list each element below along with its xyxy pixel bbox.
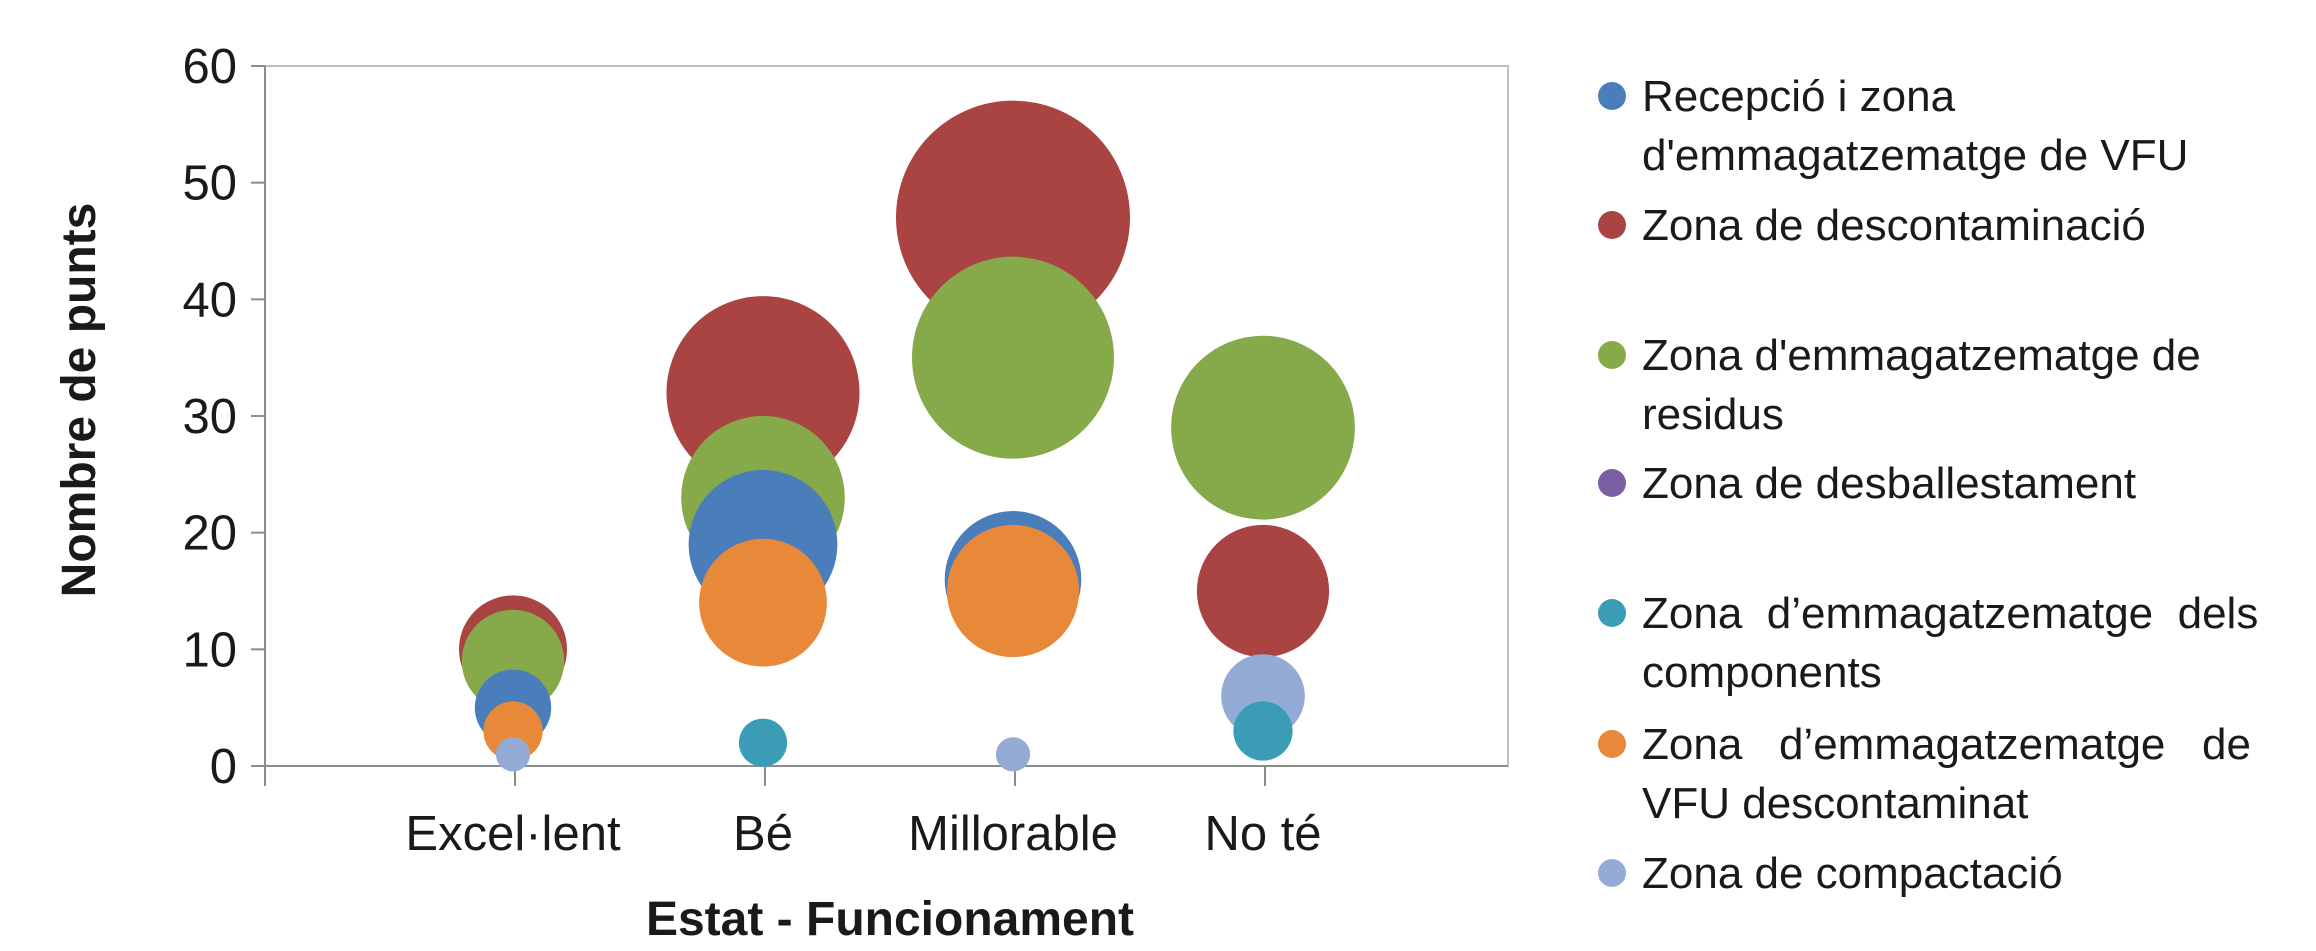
- legend-label: Zona de compactació: [1642, 849, 2063, 898]
- x-tick-label: No té: [1204, 807, 1321, 861]
- bubble: [495, 737, 531, 772]
- legend-marker: [1598, 599, 1626, 627]
- legend-label: residus: [1642, 390, 1784, 439]
- x-tick-label: Bé: [733, 807, 793, 861]
- legend-marker: [1598, 82, 1626, 110]
- bubble: [699, 538, 827, 667]
- bubble: [1171, 335, 1355, 520]
- legend-label: Zona d’emmagatzematge de: [1642, 720, 2251, 769]
- bubble: [912, 256, 1114, 459]
- x-axis-title: Estat - Funcionament: [646, 893, 1134, 946]
- legend-label: Recepció i zona: [1642, 72, 1956, 121]
- legend-label: VFU descontaminat: [1642, 779, 2028, 828]
- bubble: [946, 524, 1080, 658]
- bubble: [1233, 701, 1293, 761]
- legend-label: Zona de descontaminació: [1642, 201, 2146, 250]
- legend-marker: [1598, 211, 1626, 239]
- x-tick-label: Millorable: [908, 807, 1118, 861]
- legend: Recepció i zona d'emmagatzematge de VFU Zo…: [1598, 72, 2258, 898]
- y-tick-label: 40: [182, 273, 237, 327]
- x-tick-label: Excel·lent: [405, 807, 621, 861]
- legend-label: components: [1642, 648, 1882, 697]
- legend-marker: [1598, 859, 1626, 887]
- bubble: [1196, 524, 1330, 658]
- legend-marker: [1598, 730, 1626, 758]
- y-axis-title: Nombre de punts: [53, 203, 106, 598]
- axes: 0 10 20 30 40 50 60 Excel·lent Bé Millorable No té: [182, 40, 1509, 861]
- axis-labels: Nombre de punts Estat - Funcionament: [53, 203, 1134, 946]
- legend-label: Zona d’emmagatzematge dels: [1642, 589, 2258, 638]
- legend-label: Zona d'emmagatzematge de: [1642, 331, 2201, 380]
- legend-label: d'emmagatzematge de VFU: [1642, 131, 2188, 180]
- bubbles: [459, 100, 1355, 772]
- y-tick-label: 20: [182, 507, 237, 561]
- y-tick-label: 10: [182, 623, 237, 677]
- legend-marker: [1598, 469, 1626, 497]
- bubble: [995, 737, 1031, 772]
- bubble: [738, 718, 788, 767]
- y-tick-label: 30: [182, 390, 237, 444]
- y-tick-label: 0: [210, 740, 237, 794]
- y-tick-label: 50: [182, 157, 237, 211]
- y-tick-label: 60: [182, 40, 237, 94]
- legend-marker: [1598, 341, 1626, 369]
- legend-label: Zona de desballestament: [1642, 459, 2136, 508]
